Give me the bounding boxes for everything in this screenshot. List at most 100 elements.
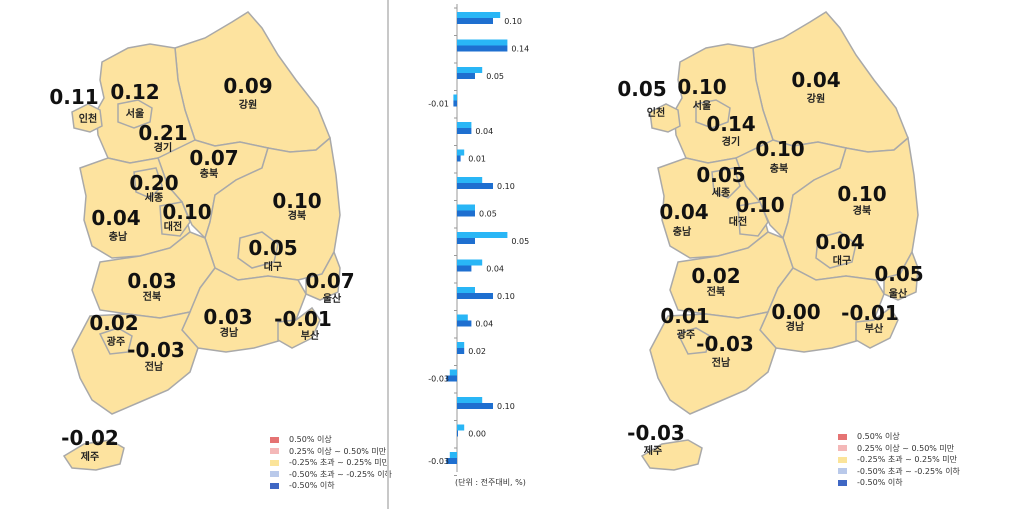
legend-item: 0.25% 이상 ~ 0.50% 미만 [838,443,960,455]
bar-this-week [457,155,461,162]
bar-this-week [457,430,458,437]
region-name: 경기 [154,141,172,154]
legend-swatch [838,479,847,486]
region-value: 0.10 [162,200,211,224]
region-value: -0.03 [696,332,754,356]
region-value: 0.05 [617,77,666,101]
region-name: 세종 [712,186,730,199]
bar-value-label: 0.14 [511,45,529,54]
region-value: 0.03 [127,269,176,293]
bar-value-label: 0.05 [479,210,497,219]
bar-value-label: -0.03 [428,375,449,384]
region-value: 0.04 [659,200,708,224]
left-legend: 0.50% 이상 0.25% 이상 ~ 0.50% 미만 -0.25% 초과 ~ 0… [270,434,392,492]
bar-value-label: 0.01 [468,155,486,164]
region-daegu-shape [237,231,279,269]
legend-swatch [838,445,847,452]
bar-this-week [457,238,475,244]
left-map-panel: 0.11 인천 0.12 서울 0.21 경기 0.09 강원 0.07 충북 0.20 세종 0.10… [0,0,392,509]
region-value: 0.02 [89,311,138,335]
region-value: 0.14 [706,112,755,136]
legend-swatch [270,482,279,489]
region-value: 0.02 [691,264,740,288]
region-value: -0.01 [841,301,899,325]
legend-item: -0.50% 초과 ~ -0.25% 이하 [270,469,392,481]
bar-this-week [457,293,493,299]
region-name: 전남 [145,360,164,373]
legend-label: -0.25% 초과 ~ 0.25% 미만 [289,458,390,468]
legend-item: -0.25% 초과 ~ 0.25% 미만 [270,457,392,469]
legend-swatch [838,433,847,440]
bar-prev-week [457,397,483,403]
region-name: 경북 [853,204,871,217]
bar-this-week [457,320,472,327]
region-seoul-shape [695,99,731,129]
region-value: 0.10 [755,137,804,161]
region-name: 전북 [707,285,725,298]
region-name: 충남 [673,225,692,238]
legend-label: 0.50% 이상 [289,435,332,445]
legend-label: -0.25% 초과 ~ 0.25% 미만 [857,455,958,465]
legend-item: 0.25% 이상 ~ 0.50% 미만 [270,446,392,458]
bar-value-label: -0.01 [428,100,449,109]
bar-value-label: 0.05 [486,72,504,81]
legend-label: -0.50% 초과 ~ -0.25% 이하 [289,469,392,479]
legend-item: -0.25% 초과 ~ 0.25% 미만 [838,454,960,466]
bar-value-label: 0.10 [504,17,522,26]
region-value: 0.04 [91,206,140,230]
legend-swatch [270,436,279,443]
region-name: 충남 [109,230,128,243]
bar-this-week [457,18,493,24]
legend-item: -0.50% 초과 ~ -0.25% 이하 [838,466,960,478]
left-map-regions [62,11,341,471]
region-name: 서울 [126,107,144,120]
bar-prev-week [457,287,475,293]
region-name: 대구 [264,260,282,273]
region-value: 0.10 [735,193,784,217]
bar-this-week [457,45,508,52]
region-name: 경북 [288,209,306,222]
region-gwangju-shape [98,327,133,355]
bar-this-week [446,458,457,464]
region-name: 강원 [807,92,825,105]
right-legend: 0.50% 이상 0.25% 이상 ~ 0.50% 미만 -0.25% 초과 ~ 0… [838,431,960,489]
bar-this-week [457,265,472,272]
region-value: 0.07 [305,269,354,293]
bar-value-label: 0.10 [497,292,515,301]
bar-value-label: 0.04 [486,265,504,274]
region-name: 경남 [220,326,239,339]
bar-prev-week [457,232,508,238]
legend-item: -0.50% 이하 [270,480,392,492]
region-value: 0.21 [138,121,187,145]
bar-this-week [453,100,457,107]
region-name: 인천 [79,112,97,125]
region-jeju-shape [640,439,703,471]
region-value: 0.10 [837,182,886,206]
region-incheon-shape [71,103,103,133]
bar-this-week [457,183,493,189]
bar-value-label: 0.10 [497,402,515,411]
legend-swatch [270,448,279,455]
bar-value-label: 0.04 [475,320,493,329]
region-name: 전남 [712,356,731,369]
region-name: 충북 [770,162,788,175]
region-value: 0.04 [791,68,840,92]
region-name: 제주 [644,444,662,457]
legend-label: -0.50% 이하 [289,481,335,491]
bar-value-label: 0.10 [497,182,515,191]
region-name: 경남 [786,320,805,333]
panel-divider [387,0,389,509]
region-name: 전북 [143,290,161,303]
bar-this-week [457,73,475,79]
bar-prev-week [457,314,468,321]
legend-swatch [270,471,279,478]
bar-chart-panel: 0.10 0.14 0.05 -0.01 0.04 0.01 0.10 0.05 0.05 0.0… [410,0,560,509]
region-value: 0.07 [189,146,238,170]
region-name: 광주 [677,329,695,341]
legend-label: 0.25% 이상 ~ 0.50% 미만 [857,443,955,453]
legend-swatch [838,456,847,463]
region-seoul-shape [117,99,153,129]
region-value: 0.03 [203,305,252,329]
region-value: 0.12 [110,80,159,104]
